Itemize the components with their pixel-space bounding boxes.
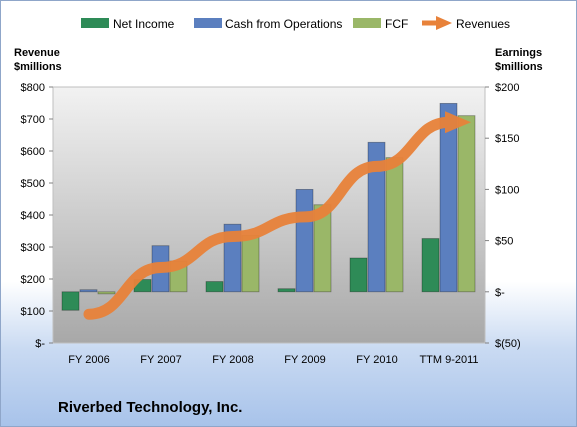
legend-label-net-income: Net Income [113, 17, 175, 31]
category-label: FY 2009 [284, 354, 325, 366]
left-tick-label: $100 [21, 306, 45, 318]
category-labels: FY 2006 FY 2007 FY 2008 FY 2009 FY 2010 TTM 9… [68, 354, 478, 366]
bar-cash-from-operations [295, 188, 314, 293]
right-axis-title-line1: Earnings [495, 47, 542, 59]
bar-cash-from-operations [439, 102, 458, 293]
bar-net-income [421, 238, 440, 293]
right-tick-label: $(50) [495, 338, 521, 350]
chart-canvas: Net Income Cash from Operations FCF Reve… [14, 16, 543, 366]
legend-swatch-cash-from-operations [194, 18, 222, 28]
legend: Net Income Cash from Operations FCF Reve… [81, 16, 510, 31]
category-label: FY 2007 [140, 354, 181, 366]
left-tick-label: $300 [21, 242, 45, 254]
left-axis-ticks: $- $100 $200 $300 $400 $500 $600 $700 $800 [21, 82, 53, 350]
bar-fcf [313, 204, 332, 293]
left-axis-title-line1: Revenue [14, 47, 60, 59]
legend-swatch-revenues [422, 16, 452, 30]
left-tick-label: $500 [21, 178, 45, 190]
plot-area [52, 86, 486, 344]
right-axis-title-line2: $millions [495, 61, 543, 73]
left-tick-label: $600 [21, 146, 45, 158]
bar-cash-from-operations [79, 289, 98, 293]
bar-net-income [349, 257, 368, 293]
category-label: FY 2006 [68, 354, 109, 366]
company-name: Riverbed Technology, Inc. [58, 399, 243, 416]
bar-net-income [205, 281, 224, 293]
legend-label-cash-from-operations: Cash from Operations [225, 17, 342, 31]
legend-label-fcf: FCF [385, 17, 408, 31]
bar-fcf [97, 291, 116, 295]
left-tick-label: $- [35, 338, 45, 350]
right-axis-ticks: $(50) $- $50 $100 $150 $200 [485, 82, 521, 350]
category-label: TTM 9-2011 [419, 354, 478, 366]
left-tick-label: $700 [21, 114, 45, 126]
revenue-line [83, 111, 471, 320]
right-tick-label: $- [495, 287, 505, 299]
category-label: FY 2010 [356, 354, 397, 366]
bar-cash-from-operations [367, 141, 386, 293]
right-tick-label: $200 [495, 82, 519, 94]
revenue-series [83, 111, 471, 320]
bar-net-income [277, 288, 296, 293]
right-tick-label: $100 [495, 184, 519, 196]
left-tick-label: $400 [21, 210, 45, 222]
right-tick-label: $50 [495, 236, 513, 248]
left-axis-title-line2: $millions [14, 61, 62, 73]
right-tick-label: $150 [495, 133, 519, 145]
legend-label-revenues: Revenues [456, 17, 510, 31]
bar-net-income [61, 291, 80, 311]
left-tick-label: $200 [21, 274, 45, 286]
category-label: FY 2008 [212, 354, 253, 366]
legend-swatch-fcf [353, 18, 381, 28]
bar-fcf [457, 115, 476, 293]
bar-fcf [385, 157, 404, 293]
left-tick-label: $800 [21, 82, 45, 94]
legend-swatch-net-income [81, 18, 109, 28]
bar-fcf [241, 235, 260, 293]
